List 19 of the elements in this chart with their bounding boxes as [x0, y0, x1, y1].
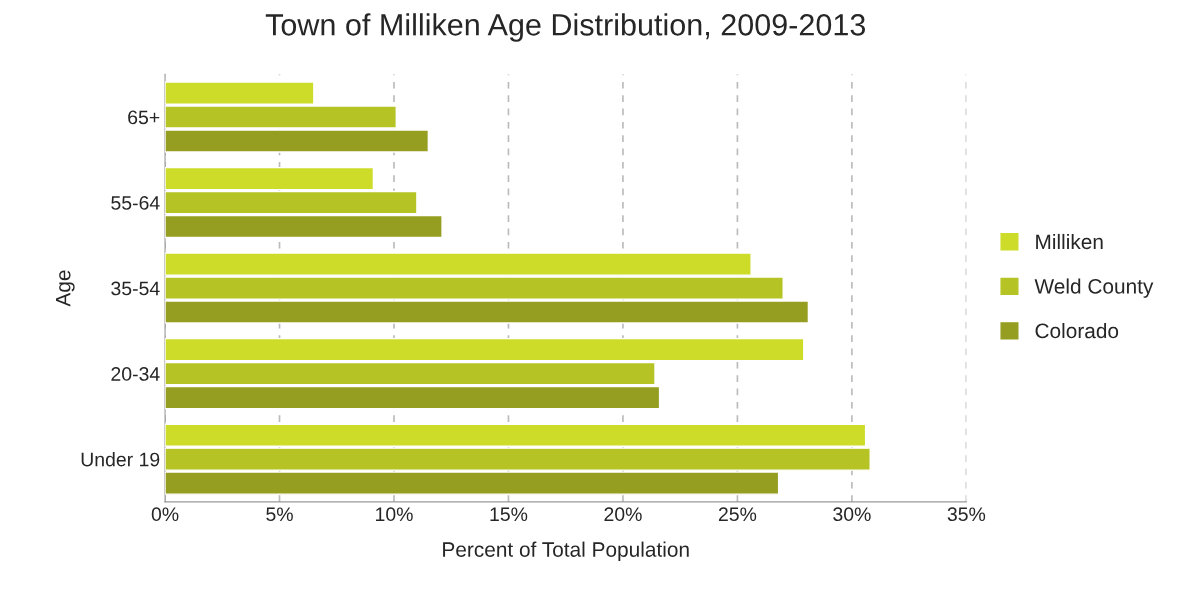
y-tick-label: 20-34 [111, 367, 160, 381]
x-tick-label: 20% [604, 507, 642, 522]
x-tick-label: 35% [947, 507, 986, 522]
legend-label: Colorado [1035, 322, 1119, 339]
y-tick-label: 35-54 [111, 281, 160, 296]
x-tick-label: 15% [490, 507, 528, 522]
legend-label: Milliken [1036, 233, 1103, 250]
y-tick-label: 55-64 [111, 196, 160, 210]
x-tick-label: 0% [151, 507, 179, 522]
y-tick-label: 65+ [128, 110, 160, 125]
x-tick-label: 25% [718, 507, 757, 522]
y-axis-title: Age [55, 270, 75, 307]
y-tick-label: Under 19 [81, 452, 160, 467]
legend-label: Weld County [1034, 278, 1154, 298]
x-tick-label: 10% [376, 507, 413, 522]
x-tick-label: 30% [833, 507, 871, 522]
x-axis-title: Percent of Total Population [443, 541, 689, 561]
chart-title: Town of Milliken Age Distribution, 2009-2013 [265, 13, 866, 42]
x-tick-label: 5% [266, 507, 293, 522]
